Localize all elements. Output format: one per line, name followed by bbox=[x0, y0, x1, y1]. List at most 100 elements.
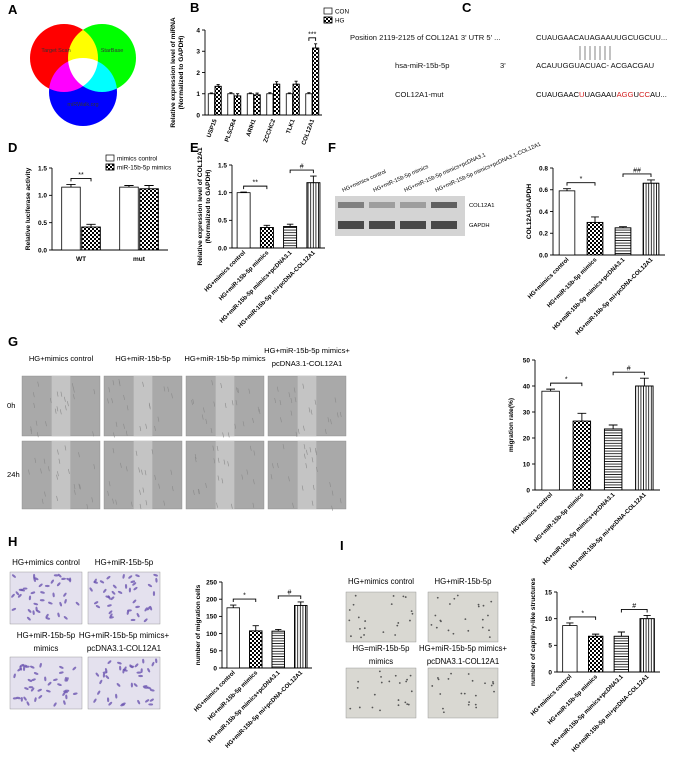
cell bbox=[149, 689, 155, 692]
cell-edge bbox=[41, 498, 44, 504]
cell-edge bbox=[113, 432, 115, 438]
significance-label: ## bbox=[633, 167, 641, 174]
cell-edge bbox=[56, 391, 59, 397]
significance-bracket bbox=[550, 382, 583, 387]
cell bbox=[57, 612, 60, 618]
cell bbox=[138, 674, 144, 678]
cell bbox=[61, 577, 66, 580]
cell-edge bbox=[115, 499, 117, 505]
error-bar bbox=[268, 92, 272, 94]
cell bbox=[19, 665, 23, 671]
error-bar bbox=[252, 625, 259, 631]
cell bbox=[484, 682, 486, 685]
y-tick-label: 0 bbox=[526, 487, 530, 494]
cell bbox=[38, 583, 43, 588]
cell bbox=[28, 595, 32, 601]
cell bbox=[109, 616, 114, 619]
pairing-lines bbox=[579, 46, 611, 60]
cell bbox=[477, 605, 480, 608]
bar bbox=[236, 192, 251, 249]
cell-edge bbox=[33, 392, 35, 398]
cell-edge bbox=[324, 428, 327, 434]
cell-edge bbox=[30, 426, 32, 432]
cell bbox=[460, 692, 463, 695]
error-bar bbox=[577, 412, 587, 422]
cell-edge bbox=[276, 386, 279, 392]
cell-edge bbox=[248, 388, 251, 394]
cell bbox=[436, 677, 439, 679]
cell-edge bbox=[252, 417, 254, 424]
venn-label: StarBase bbox=[101, 48, 124, 54]
cell-edge bbox=[73, 387, 75, 393]
cell bbox=[26, 616, 31, 621]
cell bbox=[492, 682, 495, 685]
y-tick-label: 0.2 bbox=[539, 231, 548, 238]
cell bbox=[102, 672, 106, 678]
cell-edge bbox=[171, 393, 173, 399]
y-tick-label: 4 bbox=[196, 27, 200, 34]
cell bbox=[30, 665, 35, 669]
cell bbox=[33, 602, 39, 606]
cell-edge bbox=[54, 408, 57, 414]
significance-label: # bbox=[627, 366, 631, 373]
x-tick-label: PLSCR4 bbox=[224, 118, 238, 143]
cell-edge bbox=[305, 463, 308, 469]
significance-bracket bbox=[277, 595, 302, 599]
cell-edge bbox=[241, 474, 244, 480]
cell-edge bbox=[93, 389, 96, 395]
cell bbox=[50, 579, 54, 584]
cell bbox=[449, 603, 451, 605]
cell bbox=[62, 691, 66, 696]
cell bbox=[33, 573, 36, 579]
x-tick-label: HG+mimics control bbox=[193, 670, 236, 713]
cell bbox=[22, 666, 26, 671]
error-bar bbox=[86, 223, 96, 228]
error-bar bbox=[314, 43, 318, 49]
bar bbox=[558, 190, 576, 256]
cell-edge bbox=[73, 394, 75, 400]
y-tick-label: 0.0 bbox=[218, 245, 227, 252]
cell bbox=[126, 610, 130, 615]
cell bbox=[15, 591, 20, 596]
error-bar bbox=[275, 629, 282, 632]
cell bbox=[388, 680, 391, 683]
cell-edge bbox=[35, 420, 38, 426]
cell bbox=[434, 614, 437, 617]
cell bbox=[11, 593, 15, 598]
cell-edge bbox=[290, 410, 293, 416]
x-tick-label: HG+miR-15b-5p mimics bbox=[547, 674, 599, 726]
bar bbox=[207, 93, 215, 116]
mut-segment: CC bbox=[639, 90, 650, 99]
cell-edge bbox=[74, 489, 76, 495]
y-tick-label: 40 bbox=[523, 383, 531, 390]
cell-edge bbox=[312, 484, 315, 491]
y-tick-label: 30 bbox=[523, 409, 531, 416]
cell-edge bbox=[224, 402, 227, 409]
cell bbox=[129, 664, 134, 669]
mut-segment: CUAUGAAC bbox=[536, 90, 580, 99]
y-tick-label: 0 bbox=[213, 665, 217, 672]
error-bar bbox=[66, 183, 76, 188]
panel-label: B bbox=[190, 0, 199, 15]
cell bbox=[467, 629, 470, 632]
error-bar bbox=[240, 191, 247, 193]
bar-hatch bbox=[613, 635, 629, 673]
cell-edge bbox=[231, 503, 233, 509]
y-axis-label: Relative luciferase activity bbox=[25, 167, 32, 250]
cell-edge bbox=[330, 419, 332, 425]
cell bbox=[11, 574, 16, 578]
significance-label: * bbox=[581, 610, 584, 617]
cell-edge bbox=[295, 431, 298, 437]
cell-edge bbox=[37, 381, 39, 387]
cell bbox=[145, 699, 150, 703]
cell bbox=[382, 631, 385, 634]
error-bar bbox=[307, 92, 311, 94]
cell bbox=[456, 594, 459, 597]
cell bbox=[22, 664, 28, 667]
cell-edge bbox=[123, 394, 125, 401]
cell-edge bbox=[293, 387, 296, 393]
bar-hatch bbox=[294, 604, 308, 669]
bar bbox=[305, 93, 313, 116]
cell bbox=[364, 620, 367, 622]
cell bbox=[390, 603, 393, 606]
